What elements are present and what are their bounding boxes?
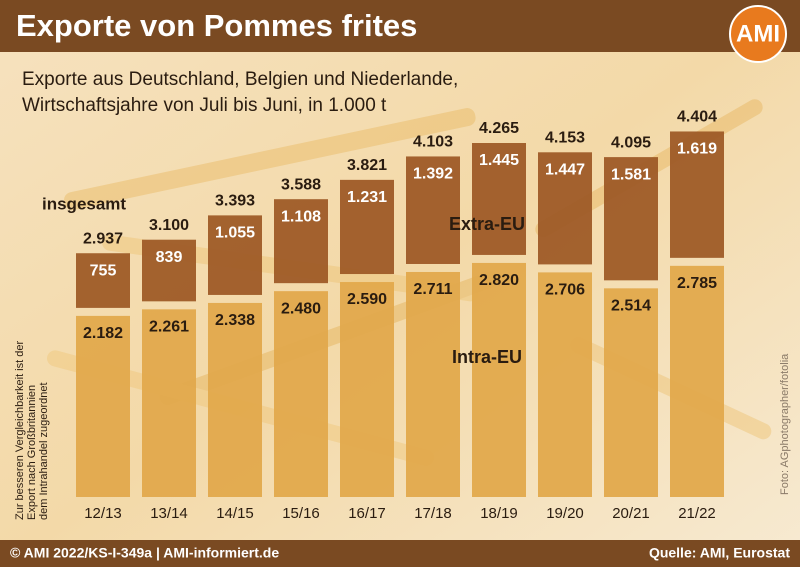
value-label: 755 bbox=[90, 262, 117, 279]
value-label: 1.445 bbox=[479, 152, 519, 169]
total-label: 4.153 bbox=[545, 130, 585, 147]
bar-segment bbox=[76, 315, 130, 497]
bar-segment bbox=[604, 288, 658, 497]
total-label: 2.937 bbox=[83, 230, 123, 247]
value-label: 2.785 bbox=[677, 275, 717, 292]
value-label: 2.590 bbox=[347, 291, 387, 308]
value-label: 2.514 bbox=[611, 298, 651, 315]
bar-segment bbox=[274, 199, 328, 284]
value-label: 1.231 bbox=[347, 189, 387, 206]
x-tick-label: 15/16 bbox=[282, 505, 320, 522]
bar-segment bbox=[538, 152, 592, 265]
bar-segment bbox=[142, 309, 196, 497]
x-tick-label: 17/18 bbox=[414, 505, 452, 522]
x-tick-label: 13/14 bbox=[150, 505, 188, 522]
x-tick-label: 16/17 bbox=[348, 505, 386, 522]
total-label: 4.103 bbox=[413, 134, 453, 151]
logo-circle bbox=[729, 5, 787, 63]
total-label: 3.393 bbox=[215, 193, 255, 210]
bar-segment bbox=[670, 265, 724, 497]
note-line: Export nach Großbritannien bbox=[26, 385, 38, 520]
value-label: 2.480 bbox=[281, 300, 321, 317]
subtitle: Exporte aus Deutschland, Belgien und Nie… bbox=[22, 69, 458, 90]
value-label: 1.055 bbox=[215, 225, 255, 242]
value-label: 839 bbox=[156, 249, 183, 266]
bar-segment bbox=[340, 282, 394, 497]
note-line: dem Intrahandel zugeordnet bbox=[38, 382, 50, 520]
title-bar bbox=[0, 0, 800, 52]
value-label: 1.392 bbox=[413, 166, 453, 183]
value-label: 2.182 bbox=[83, 325, 123, 342]
value-label: 1.447 bbox=[545, 162, 585, 179]
x-tick-label: 19/20 bbox=[546, 505, 584, 522]
bar-segment bbox=[472, 143, 526, 255]
bar-segment bbox=[604, 157, 658, 281]
x-tick-label: 14/15 bbox=[216, 505, 254, 522]
footer-left: © AMI 2022/KS-I-349a | AMI-informiert.de bbox=[10, 545, 279, 561]
x-tick-label: 12/13 bbox=[84, 505, 122, 522]
value-label: 1.108 bbox=[281, 208, 321, 225]
value-label: 2.820 bbox=[479, 272, 519, 289]
bar-segment bbox=[538, 272, 592, 497]
photo-credit: Foto: AGphotographer/fotolia bbox=[779, 353, 791, 495]
value-label: 1.581 bbox=[611, 166, 651, 183]
series-label: Intra-EU bbox=[452, 347, 522, 367]
total-label: 4.095 bbox=[611, 134, 651, 151]
footer-right: Quelle: AMI, Eurostat bbox=[649, 545, 790, 561]
total-label: 3.100 bbox=[149, 217, 189, 234]
bar-segment bbox=[406, 271, 460, 497]
bar-segment bbox=[76, 253, 130, 308]
logo-text: AMI bbox=[736, 20, 780, 47]
x-tick-label: 20/21 bbox=[612, 505, 650, 522]
total-label: 3.821 bbox=[347, 157, 387, 174]
subtitle: Wirtschaftsjahre von Juli bis Juni, in 1… bbox=[22, 95, 387, 116]
value-label: 2.338 bbox=[215, 312, 255, 329]
value-label: 2.261 bbox=[149, 319, 189, 336]
bar-segment bbox=[472, 262, 526, 497]
total-label: 4.265 bbox=[479, 120, 519, 137]
total-label: 3.588 bbox=[281, 176, 321, 193]
bar-segment bbox=[670, 131, 724, 258]
bar-segment bbox=[274, 291, 328, 497]
note-line: Zur besseren Vergleichbarkeit ist der bbox=[14, 341, 26, 520]
bar-segment bbox=[208, 302, 262, 497]
x-tick-label: 21/22 bbox=[678, 505, 716, 522]
footer-bar bbox=[0, 540, 800, 567]
note: Zur besseren Vergleichbarkeit ist der Ex… bbox=[14, 341, 791, 520]
series-label: Extra-EU bbox=[449, 214, 525, 234]
value-label: 1.619 bbox=[677, 141, 717, 158]
totals-label: insgesamt bbox=[42, 194, 126, 213]
x-tick-label: 18/19 bbox=[480, 505, 518, 522]
bar-segment bbox=[142, 239, 196, 302]
value-label: 2.711 bbox=[413, 281, 452, 298]
chart-title: Exporte von Pommes frites bbox=[16, 8, 417, 43]
bar-segment bbox=[208, 215, 262, 295]
value-label: 2.706 bbox=[545, 282, 585, 299]
bar-segment bbox=[340, 179, 394, 275]
total-label: 4.404 bbox=[677, 109, 717, 126]
bar-segment bbox=[406, 156, 460, 264]
